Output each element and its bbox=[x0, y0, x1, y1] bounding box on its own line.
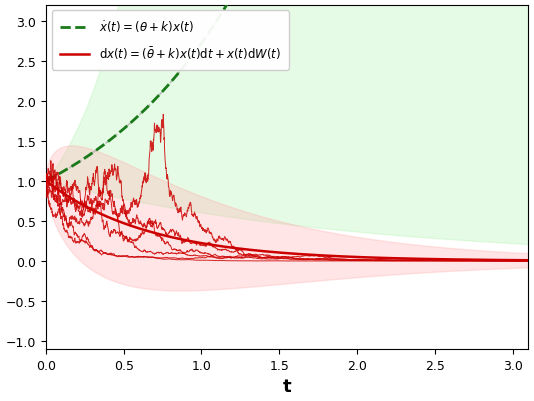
$\mathrm{d}x(t) = (\bar{\theta} + k)x(t)\mathrm{d}t + x(t)\mathrm{d}W(t)$ bbox=[43, 179, 49, 184]
$\mathrm{d}x(t) = (\bar{\theta} + k)x(t)\mathrm{d}t + x(t)\mathrm{d}W(t)$ bbox=[525, 258, 532, 263]
Line: $\dot{x}(t) = (\theta + k)x(t)$: $\dot{x}(t) = (\theta + k)x(t)$ bbox=[46, 0, 529, 181]
$\dot{x}(t) = (\theta + k)x(t)$ bbox=[67, 165, 74, 170]
$\mathrm{d}x(t) = (\bar{\theta} + k)x(t)\mathrm{d}t + x(t)\mathrm{d}W(t)$ bbox=[67, 196, 74, 201]
$\mathrm{d}x(t) = (\bar{\theta} + k)x(t)\mathrm{d}t + x(t)\mathrm{d}W(t)$ bbox=[277, 251, 284, 255]
$\mathrm{d}x(t) = (\bar{\theta} + k)x(t)\mathrm{d}t + x(t)\mathrm{d}W(t)$ bbox=[511, 258, 517, 263]
$\mathrm{d}x(t) = (\bar{\theta} + k)x(t)\mathrm{d}t + x(t)\mathrm{d}W(t)$ bbox=[511, 258, 517, 263]
$\dot{x}(t) = (\theta + k)x(t)$ bbox=[43, 179, 49, 184]
$\mathrm{d}x(t) = (\bar{\theta} + k)x(t)\mathrm{d}t + x(t)\mathrm{d}W(t)$ bbox=[422, 257, 429, 262]
$\mathrm{d}x(t) = (\bar{\theta} + k)x(t)\mathrm{d}t + x(t)\mathrm{d}W(t)$ bbox=[264, 249, 271, 254]
Legend: $\dot{x}(t) = (\theta + k)x(t)$, $\mathrm{d}x(t) = (\bar{\theta} + k)x(t)\mathrm: $\dot{x}(t) = (\theta + k)x(t)$, $\mathr… bbox=[52, 12, 289, 70]
Line: $\mathrm{d}x(t) = (\bar{\theta} + k)x(t)\mathrm{d}t + x(t)\mathrm{d}W(t)$: $\mathrm{d}x(t) = (\bar{\theta} + k)x(t)… bbox=[46, 181, 529, 261]
X-axis label: t: t bbox=[283, 377, 292, 395]
